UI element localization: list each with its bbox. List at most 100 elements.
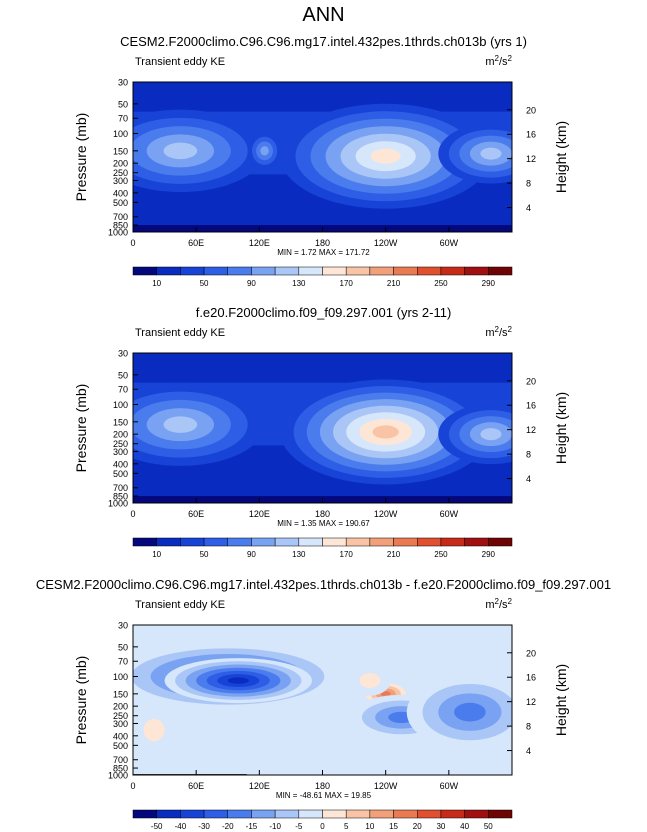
chart-panel-1: CESM2.F2000climo.C96.C96.mg17.intel.432p…: [73, 34, 569, 288]
colorbar-swatch: [227, 809, 252, 819]
xtick-label: 0: [130, 238, 135, 248]
colorbar-label: -20: [222, 822, 234, 831]
units-label: m2/s2: [485, 54, 512, 68]
colorbar-swatch: [274, 266, 300, 276]
colorbar-swatch: [274, 537, 300, 547]
colorbar-label: -40: [175, 822, 187, 831]
ytick-right-label: 4: [526, 746, 531, 756]
chart-panel-3: CESM2.F2000climo.C96.C96.mg17.intel.432p…: [36, 577, 611, 831]
ytick-label: 300: [113, 447, 128, 457]
ylabel-right: Height (km): [553, 121, 569, 193]
colorbar-swatch: [393, 537, 418, 547]
stats-label: MIN = 1.72 MAX = 171.72: [277, 248, 370, 257]
ytick-label: 30: [118, 349, 128, 359]
contour-blob: [143, 718, 165, 742]
ytick-label: 400: [113, 459, 128, 469]
colorbar-label: 90: [247, 279, 256, 288]
xtick-label: 120W: [374, 238, 398, 248]
colorbar-label: 0: [320, 822, 325, 831]
xtick-label: 0: [130, 781, 135, 791]
contour-blob: [227, 677, 249, 684]
ytick-label: 300: [113, 176, 128, 186]
colorbar-swatch: [132, 266, 157, 276]
colorbar-label: 10: [152, 279, 161, 288]
ytick-right-label: 20: [526, 105, 536, 115]
chart-title: CESM2.F2000climo.C96.C96.mg17.intel.432p…: [120, 34, 527, 49]
units-label: m2/s2: [485, 597, 512, 611]
colorbar-label: 250: [434, 279, 448, 288]
ytick-right-label: 20: [526, 648, 536, 658]
colorbar-swatch: [345, 537, 371, 547]
colorbar-label: 15: [389, 822, 398, 831]
xtick-label: 60E: [188, 781, 204, 791]
ytick-label: 400: [113, 188, 128, 198]
ytick-label: 850: [113, 764, 128, 774]
ytick-label: 100: [113, 129, 128, 139]
colorbar-label: -30: [198, 822, 210, 831]
page-title: ANN: [302, 4, 344, 26]
contour-blob: [370, 148, 401, 164]
xtick-label: 180: [315, 509, 330, 519]
contour-field: [133, 353, 512, 503]
colorbar-swatch: [440, 809, 465, 819]
xtick-label: 60E: [188, 238, 204, 248]
colorbar-swatch: [251, 266, 276, 276]
colorbar-label: 210: [387, 279, 401, 288]
xtick-label: 60W: [440, 781, 459, 791]
ytick-right-label: 8: [526, 179, 531, 189]
ytick-label: 150: [113, 689, 128, 699]
ytick-label: 200: [113, 702, 128, 712]
colorbar-swatch: [369, 266, 394, 276]
colorbar-label: 130: [292, 550, 306, 559]
colorbar-label: 50: [200, 279, 209, 288]
colorbar-swatch: [298, 537, 323, 547]
colorbar-label: -10: [269, 822, 281, 831]
units-label: m2/s2: [485, 325, 512, 339]
ytick-right-label: 4: [526, 474, 531, 484]
colorbar-swatch: [464, 537, 489, 547]
ytick-label: 30: [118, 78, 128, 88]
stats-label: MIN = 1.35 MAX = 190.67: [277, 519, 370, 528]
chart-title: f.e20.F2000climo.f09_f09.297.001 (yrs 2-…: [196, 305, 452, 320]
chart-title: CESM2.F2000climo.C96.C96.mg17.intel.432p…: [36, 577, 611, 592]
ytick-right-label: 8: [526, 722, 531, 732]
colorbar-label: -50: [151, 822, 163, 831]
colorbar-swatch: [488, 809, 513, 819]
ytick-label: 400: [113, 731, 128, 741]
stats-label: MIN = -48.61 MAX = 19.85: [276, 791, 372, 800]
colorbar-swatch: [464, 266, 489, 276]
colorbar-swatch: [156, 266, 181, 276]
colorbar-swatch: [464, 809, 489, 819]
xtick-label: 120W: [374, 781, 398, 791]
ytick-label: 850: [113, 221, 128, 231]
contour-field: [133, 625, 512, 775]
ytick-label: 1000: [108, 771, 128, 781]
ytick-label: 150: [113, 146, 128, 156]
ytick-label: 70: [118, 657, 128, 667]
colorbar-swatch: [203, 809, 228, 819]
colorbar-label: -5: [295, 822, 303, 831]
ytick-right-label: 8: [526, 450, 531, 460]
contour-blob: [454, 702, 486, 722]
ytick-label: 1000: [108, 228, 128, 238]
colorbar-swatch: [488, 537, 513, 547]
ytick-label: 700: [113, 755, 128, 765]
contour-blob: [480, 428, 502, 441]
colorbar-swatch: [180, 266, 205, 276]
ytick-right-label: 20: [526, 376, 536, 386]
colorbar-swatch: [417, 809, 442, 819]
colorbar-label: 30: [436, 822, 445, 831]
colorbar-swatch: [322, 809, 347, 819]
ytick-label: 100: [113, 672, 128, 682]
colorbar-swatch: [393, 266, 418, 276]
colorbar-swatch: [132, 537, 157, 547]
ytick-label: 100: [113, 400, 128, 410]
colorbar-label: 250: [434, 550, 448, 559]
ytick-right-label: 12: [526, 154, 536, 164]
colorbar-swatch: [298, 809, 323, 819]
ytick-label: 300: [113, 719, 128, 729]
colorbar-label: 170: [340, 550, 354, 559]
ytick-label: 850: [113, 492, 128, 502]
ytick-right-label: 16: [526, 673, 536, 683]
